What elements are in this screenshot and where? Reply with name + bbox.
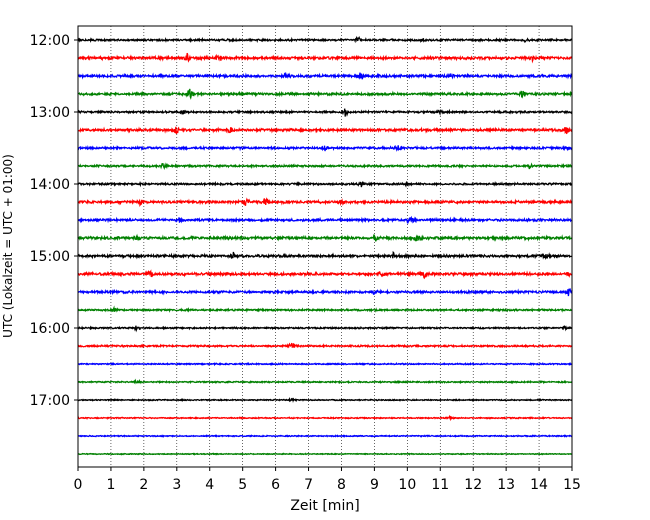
y-tick-label: 17:00 bbox=[30, 393, 70, 409]
plot-background bbox=[78, 26, 572, 467]
x-tick-label: 4 bbox=[205, 477, 214, 493]
plot-frame bbox=[77, 25, 573, 468]
trace-1745 bbox=[77, 452, 573, 456]
seismic-traces bbox=[77, 35, 573, 456]
x-tick-label: 10 bbox=[398, 477, 416, 493]
trace-1215 bbox=[77, 52, 573, 64]
trace-1330 bbox=[77, 144, 573, 152]
y-tick-label: 16:00 bbox=[30, 321, 70, 337]
x-tick-label: 15 bbox=[563, 477, 581, 493]
trace-1500 bbox=[77, 250, 573, 261]
y-tick-label: 14:00 bbox=[30, 177, 70, 193]
x-tick-label: 5 bbox=[238, 477, 247, 493]
trace-1430 bbox=[77, 215, 573, 225]
x-tick-label: 6 bbox=[271, 477, 280, 493]
x-tick-label: 1 bbox=[106, 477, 115, 493]
x-tick-label: 9 bbox=[370, 477, 379, 493]
x-tick-label: 2 bbox=[139, 477, 148, 493]
x-tick-label: 8 bbox=[337, 477, 346, 493]
trace-1445 bbox=[77, 233, 573, 242]
trace-1645 bbox=[77, 378, 573, 385]
trace-1700 bbox=[77, 396, 573, 403]
trace-1300 bbox=[77, 108, 573, 117]
trace-1345 bbox=[77, 162, 573, 170]
trace-1600 bbox=[77, 325, 573, 333]
x-tick-label: 7 bbox=[304, 477, 313, 493]
y-tick-label: 15:00 bbox=[30, 249, 70, 265]
trace-1230 bbox=[77, 71, 573, 80]
trace-1415 bbox=[77, 197, 573, 208]
trace-1200 bbox=[77, 35, 573, 44]
y-axis-ticks: 12:00 13:00 14:00 15:00 16:00 17:00 bbox=[30, 33, 78, 409]
trace-1630 bbox=[77, 361, 573, 367]
x-axis-ticks: 0 1 2 3 4 5 6 7 8 9 10 11 12 13 14 15 bbox=[74, 467, 581, 493]
x-tick-label: 11 bbox=[431, 477, 449, 493]
trace-1400 bbox=[77, 180, 573, 188]
trace-1615 bbox=[77, 342, 573, 349]
trace-1315 bbox=[77, 126, 573, 135]
y-axis-label: UTC (Lokalzeit = UTC + 01:00) bbox=[1, 154, 15, 338]
y-tick-label: 13:00 bbox=[30, 105, 70, 121]
trace-1715 bbox=[77, 414, 573, 422]
x-tick-label: 14 bbox=[530, 477, 548, 493]
x-tick-label: 12 bbox=[464, 477, 482, 493]
x-tick-label: 3 bbox=[172, 477, 181, 493]
x-axis-label: Zeit [min] bbox=[290, 498, 359, 514]
x-tick-label: 13 bbox=[497, 477, 515, 493]
trace-1530 bbox=[77, 287, 573, 297]
x-tick-label: 0 bbox=[74, 477, 83, 493]
y-tick-label: 12:00 bbox=[30, 33, 70, 49]
trace-1245 bbox=[77, 88, 573, 100]
trace-1545 bbox=[77, 305, 573, 313]
trace-1730 bbox=[77, 434, 573, 438]
trace-1515 bbox=[77, 269, 573, 280]
